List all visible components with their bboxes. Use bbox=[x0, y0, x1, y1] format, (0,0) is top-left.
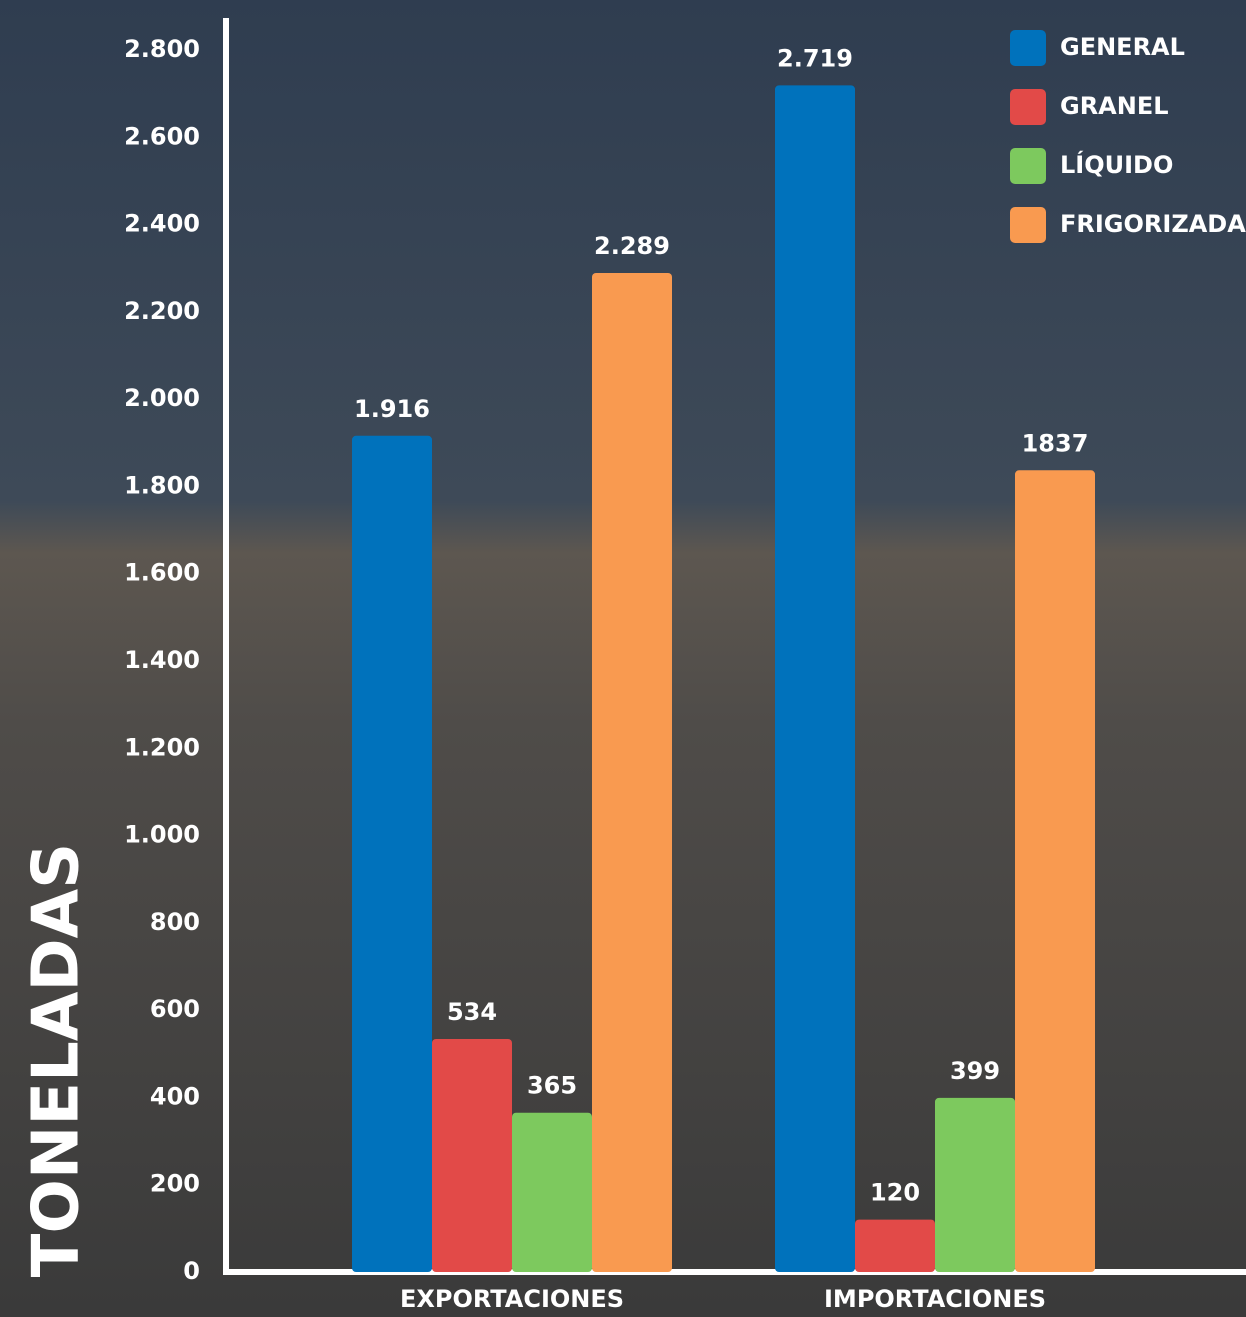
y-tick-label: 800 bbox=[150, 908, 200, 936]
x-tick-label: IMPORTACIONES bbox=[824, 1285, 1046, 1313]
legend-label: GENERAL bbox=[1060, 33, 1185, 61]
y-tick-label: 2.400 bbox=[124, 210, 200, 238]
y-tick-label: 1.800 bbox=[124, 471, 200, 499]
y-tick-label: 0 bbox=[183, 1257, 200, 1285]
bar bbox=[512, 1112, 592, 1272]
bar bbox=[935, 1097, 1015, 1272]
y-tick-label: 1.200 bbox=[124, 733, 200, 761]
bar bbox=[592, 273, 672, 1272]
value-label: 2.289 bbox=[594, 232, 670, 260]
legend-swatch bbox=[1010, 89, 1046, 125]
y-tick-label: 600 bbox=[150, 995, 200, 1023]
bar bbox=[775, 85, 855, 1273]
y-tick-label: 400 bbox=[150, 1082, 200, 1110]
value-label: 365 bbox=[527, 1072, 577, 1100]
value-label: 534 bbox=[447, 998, 497, 1026]
value-label: 1837 bbox=[1022, 429, 1089, 457]
bar bbox=[855, 1219, 935, 1272]
x-tick-label: EXPORTACIONES bbox=[400, 1285, 624, 1313]
value-label: 1.916 bbox=[354, 395, 430, 423]
y-tick-label: 1.400 bbox=[124, 646, 200, 674]
y-tick-label: 1.600 bbox=[124, 559, 200, 587]
bar bbox=[1015, 470, 1095, 1272]
y-tick-label: 1.000 bbox=[124, 821, 200, 849]
value-label: 399 bbox=[950, 1057, 1000, 1085]
value-label: 2.719 bbox=[777, 44, 853, 72]
legend-swatch bbox=[1010, 207, 1046, 243]
y-tick-label: 2.000 bbox=[124, 384, 200, 412]
value-label: 120 bbox=[870, 1179, 920, 1207]
legend-label: LÍQUIDO bbox=[1060, 150, 1173, 179]
bar bbox=[432, 1038, 512, 1272]
y-tick-label: 200 bbox=[150, 1170, 200, 1198]
legend-label: FRIGORIZADA bbox=[1060, 210, 1246, 238]
y-tick-label: 2.200 bbox=[124, 297, 200, 325]
y-tick-label: 2.800 bbox=[124, 35, 200, 63]
y-axis-label: TONELADAS bbox=[20, 843, 94, 1277]
bar bbox=[352, 435, 432, 1272]
y-tick-label: 2.600 bbox=[124, 122, 200, 150]
legend-label: GRANEL bbox=[1060, 92, 1169, 120]
legend-swatch bbox=[1010, 148, 1046, 184]
legend-swatch bbox=[1010, 30, 1046, 66]
